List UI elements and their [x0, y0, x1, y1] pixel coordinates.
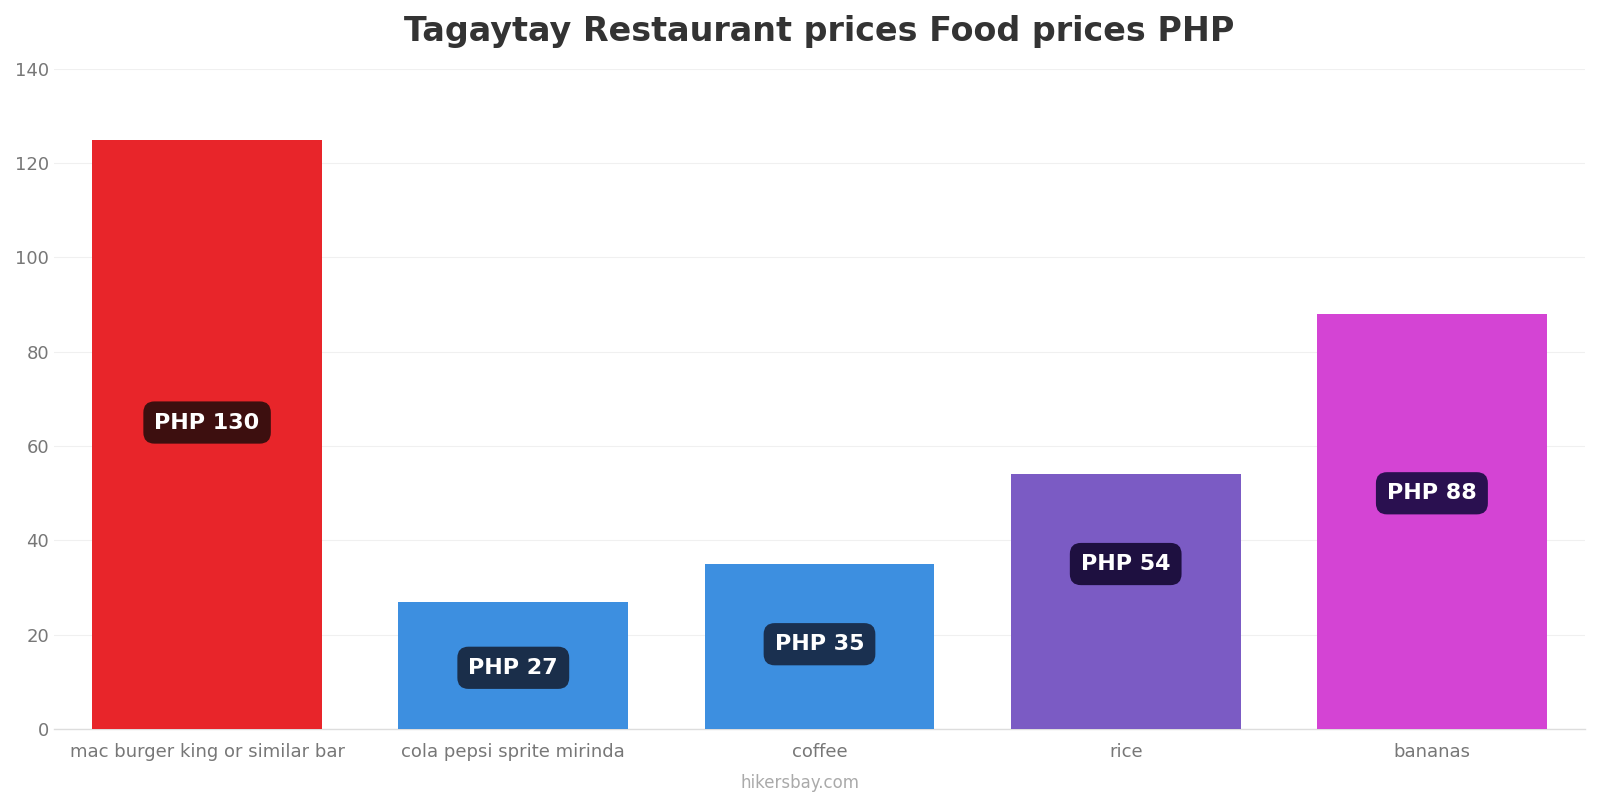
Text: PHP 27: PHP 27 [469, 658, 558, 678]
Bar [398, 602, 629, 729]
Bar [704, 564, 934, 729]
Text: PHP 35: PHP 35 [774, 634, 864, 654]
Text: PHP 130: PHP 130 [155, 413, 259, 433]
Title: Tagaytay Restaurant prices Food prices PHP: Tagaytay Restaurant prices Food prices P… [405, 15, 1235, 48]
Bar [1011, 474, 1240, 729]
Text: PHP 54: PHP 54 [1082, 554, 1171, 574]
Text: PHP 88: PHP 88 [1387, 483, 1477, 503]
Bar [1317, 314, 1547, 729]
Bar [93, 139, 322, 729]
Text: hikersbay.com: hikersbay.com [741, 774, 859, 792]
